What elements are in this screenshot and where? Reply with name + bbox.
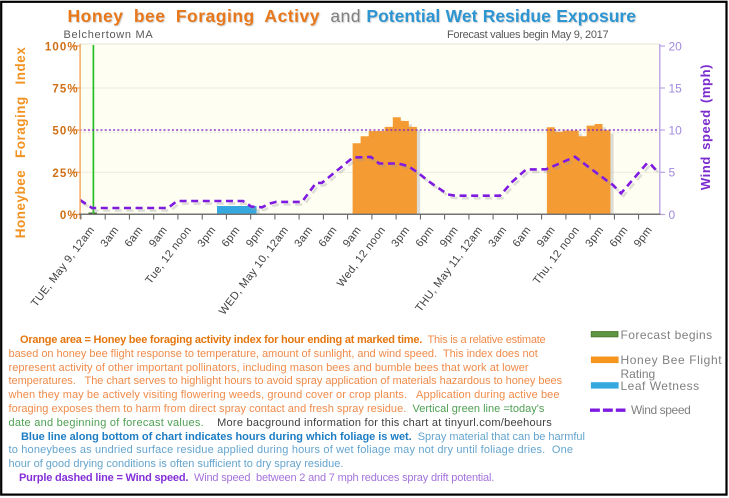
- svg-text:6pm: 6pm: [608, 224, 631, 249]
- svg-text:25%: 25%: [52, 168, 78, 180]
- svg-text:9am: 9am: [341, 224, 364, 249]
- svg-text:Thu, 12 noon: Thu, 12 noon: [531, 224, 582, 286]
- svg-text:9am: 9am: [535, 224, 558, 249]
- svg-text:3pm: 3pm: [583, 224, 606, 249]
- svg-text:9am: 9am: [147, 224, 170, 249]
- svg-text:6am: 6am: [317, 224, 340, 249]
- svg-text:3am: 3am: [292, 224, 315, 249]
- svg-text:15: 15: [669, 81, 683, 95]
- svg-text:3pm: 3pm: [389, 224, 412, 249]
- svg-text:3pm: 3pm: [195, 224, 218, 249]
- svg-text:TUE, May 9, 12am: TUE, May 9, 12am: [29, 224, 97, 309]
- svg-text:10: 10: [669, 123, 683, 137]
- svg-text:100%: 100%: [45, 42, 79, 54]
- svg-text:0%: 0%: [60, 210, 79, 222]
- svg-text:6am: 6am: [123, 224, 146, 249]
- svg-text:9pm: 9pm: [438, 224, 461, 249]
- svg-text:Honeybee Foraging Index: Honeybee Foraging Index: [13, 47, 28, 239]
- svg-text:50%: 50%: [52, 126, 78, 138]
- svg-text:75%: 75%: [52, 84, 78, 96]
- svg-text:Wind speed (mph): Wind speed (mph): [698, 64, 713, 190]
- svg-text:6pm: 6pm: [220, 224, 243, 249]
- svg-text:20: 20: [669, 39, 683, 53]
- svg-text:3am: 3am: [98, 224, 121, 249]
- svg-text:0: 0: [669, 208, 676, 222]
- svg-text:9pm: 9pm: [632, 224, 655, 249]
- svg-text:3am: 3am: [486, 224, 509, 249]
- svg-text:6am: 6am: [511, 224, 534, 249]
- svg-text:6pm: 6pm: [414, 224, 437, 249]
- svg-text:9pm: 9pm: [244, 224, 267, 249]
- svg-text:5: 5: [669, 166, 676, 180]
- svg-text:Tue, 12 noon: Tue, 12 noon: [143, 224, 194, 286]
